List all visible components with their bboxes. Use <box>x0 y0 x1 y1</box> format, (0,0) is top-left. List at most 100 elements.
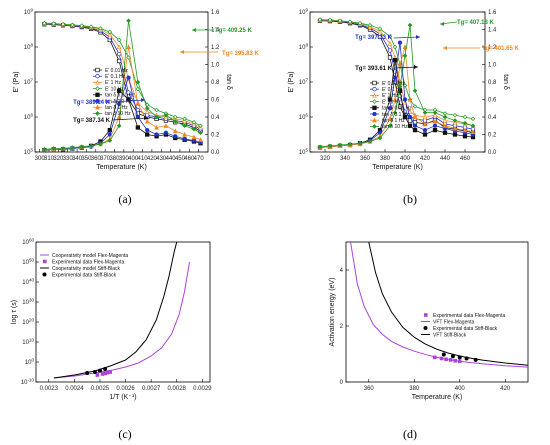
tan-delta-point <box>442 123 448 128</box>
tan-delta-point <box>135 79 141 85</box>
tg-arrowhead <box>440 22 444 26</box>
y-right-tick-label: 1.6 <box>211 10 220 16</box>
experimental-point-stiff <box>441 352 446 357</box>
caption-b: (b) <box>403 192 417 206</box>
tan-delta-point <box>173 134 178 139</box>
tg-annotation: Tg= 393.61 K <box>355 66 393 72</box>
tan-delta-point <box>126 18 131 24</box>
tan-delta-point <box>135 125 141 130</box>
x-tick-label: 400 <box>455 386 466 392</box>
x-axis-label: Temperature (K) <box>412 394 463 401</box>
legend-marker <box>372 117 377 123</box>
storage-modulus-point <box>79 23 85 28</box>
storage-modulus-point <box>107 29 113 35</box>
x-tick-label: 360 <box>364 386 375 392</box>
x-tick-label: 400 <box>128 156 139 162</box>
panel-c: 0.0023 0.0024 0.0025 0.0026 0.0027 0.0028 0.00… <box>11 238 212 402</box>
tg-arrow <box>111 117 149 121</box>
tan-delta-point <box>470 123 476 129</box>
x-tick-label: 350 <box>81 156 92 162</box>
tan-delta-point <box>422 127 428 133</box>
experimental-point-flex <box>453 358 457 363</box>
storage-modulus-point <box>337 18 343 24</box>
legend-marker <box>372 80 377 86</box>
x-tick-label: 420 <box>500 386 511 392</box>
tan-delta-point <box>452 118 458 123</box>
plot-frame <box>35 241 211 383</box>
storage-modulus-point <box>412 104 418 109</box>
experimental-point-stiff <box>103 367 108 371</box>
tan-delta-point <box>392 110 398 115</box>
experimental-point-stiff <box>450 354 455 359</box>
storage-modulus-point <box>60 21 66 27</box>
tan-delta-point <box>163 112 169 118</box>
tg-arrowhead <box>443 46 447 50</box>
legend-marker <box>95 104 100 110</box>
tan-delta-point <box>402 114 408 120</box>
tan-delta-point <box>412 114 418 120</box>
tg-annotation: Tg= 395.83 K <box>222 51 260 57</box>
y-axis-label: Activation energy (eV) <box>329 278 336 347</box>
tan-delta-point <box>462 120 468 126</box>
legend-label: E' 0.01 Hz <box>382 81 405 87</box>
tan-delta-point <box>42 147 47 152</box>
tan-delta-point <box>154 124 159 130</box>
legend-label: tan δ 0.1 Hz <box>382 112 409 118</box>
x-axis-label: Temperature (K) <box>372 164 423 171</box>
legend-label: tan δ 0.01 Hz <box>382 106 412 112</box>
x-tick-label: 470 <box>194 156 205 162</box>
storage-modulus-point <box>387 40 393 46</box>
y-right-tick-label: 1.2 <box>211 45 220 51</box>
tan-delta-point <box>392 57 398 63</box>
tan-delta-point <box>144 105 150 111</box>
tan-delta-point <box>79 144 85 150</box>
storage-modulus-point <box>470 116 476 122</box>
legend-label: tan δ 1 Hz <box>382 118 405 124</box>
tan-delta-point <box>407 123 413 128</box>
storage-modulus-point <box>135 86 141 92</box>
y-left-axis-label: E' (Pa) <box>288 71 295 92</box>
tg-arrowhead <box>141 98 145 102</box>
tan-delta-point <box>412 123 418 128</box>
experimental-point-stiff <box>85 371 90 375</box>
legend-label: Experimental data Stiff-Black <box>433 326 498 332</box>
y-right-axis-label: tan δ <box>502 74 509 90</box>
y-right-tick-label: 0.0 <box>211 150 220 156</box>
tan-delta-point <box>107 138 113 143</box>
storage-modulus-point <box>126 90 131 95</box>
x-tick-label: 0.0029 <box>193 386 212 392</box>
tg-arrowhead <box>180 50 184 54</box>
tan-delta-point <box>397 61 403 67</box>
tan-delta-point <box>116 123 122 129</box>
tan-delta-point <box>402 53 408 59</box>
x-tick-label: 0.0028 <box>168 386 187 392</box>
legend-label: tan δ 0.01 Hz <box>105 93 135 99</box>
tan-delta-point <box>407 96 413 102</box>
tan-delta-point <box>135 101 141 107</box>
storage-modulus-point <box>327 17 333 23</box>
tan-delta-point <box>422 110 428 115</box>
storage-modulus-point <box>442 117 448 123</box>
tan-delta-point <box>51 146 56 151</box>
y-right-axis-label: tan δ <box>225 74 232 90</box>
legend-marker <box>372 99 377 104</box>
legend-label: VFT Flex-Magenta <box>433 319 475 325</box>
x-tick-label: 380 <box>409 386 420 392</box>
tan-delta-point <box>163 130 169 135</box>
legend-marker <box>95 74 100 79</box>
tan-delta-point <box>191 126 197 132</box>
x-tick-label: 360 <box>91 156 102 162</box>
y-tick-label: 1040 <box>22 278 34 287</box>
legend-marker <box>95 86 100 91</box>
tan-delta-point <box>154 114 159 120</box>
legend-label: Experimental data Flex-Magenta <box>52 259 124 265</box>
y-tick-label: 100 <box>25 358 35 367</box>
model-curve <box>53 261 191 379</box>
storage-modulus-point <box>107 31 113 37</box>
tan-delta-point <box>126 44 131 50</box>
tan-delta-point <box>407 114 413 120</box>
x-tick-label: 340 <box>340 156 351 162</box>
experimental-point-flex <box>103 371 107 376</box>
plot-frame <box>34 11 209 153</box>
storage-modulus-point <box>387 34 393 39</box>
